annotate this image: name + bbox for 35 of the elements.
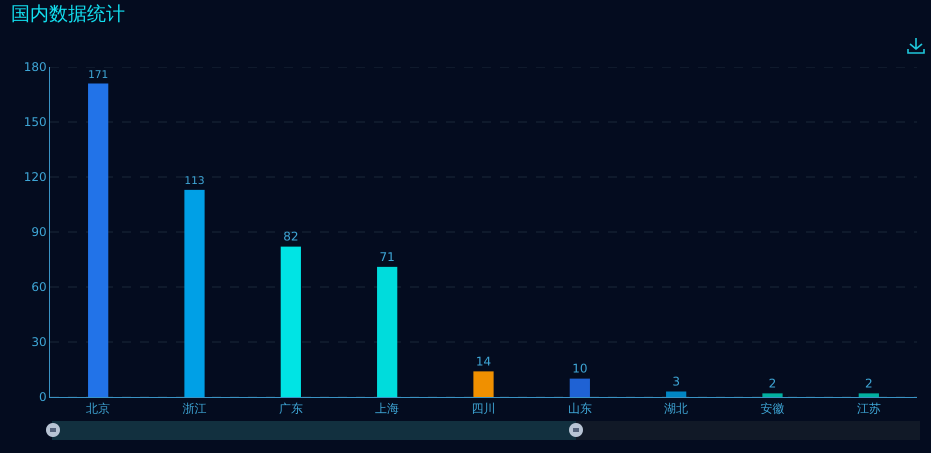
data-label: 14 xyxy=(476,354,492,368)
x-tick-label: 山东 xyxy=(568,401,592,416)
data-label: 82 xyxy=(283,230,298,244)
y-tick-label: 60 xyxy=(31,280,47,294)
data-label: 71 xyxy=(380,250,395,264)
data-label: 171 xyxy=(88,68,108,81)
x-tick-label: 湖北 xyxy=(664,401,688,416)
y-tick-label: 0 xyxy=(38,390,47,404)
bar xyxy=(666,392,686,397)
x-tick-label: 北京 xyxy=(86,401,110,416)
x-tick-label: 浙江 xyxy=(182,401,206,416)
data-label: 10 xyxy=(572,362,588,376)
data-label: 2 xyxy=(865,376,873,390)
bar xyxy=(858,393,879,397)
x-tick-label: 江苏 xyxy=(856,401,881,416)
y-tick-label: 120 xyxy=(24,170,47,184)
x-tick-label: 安徽 xyxy=(760,401,784,416)
data-label: 3 xyxy=(672,374,680,388)
data-label: 113 xyxy=(184,175,205,188)
bar xyxy=(377,266,398,397)
data-label: 2 xyxy=(768,376,776,390)
bar xyxy=(570,378,590,397)
y-tick-label: 90 xyxy=(31,225,47,240)
chart-title: 国内数据统计 xyxy=(11,3,126,26)
bar xyxy=(184,190,205,397)
bar xyxy=(88,84,108,397)
x-tick-label: 上海 xyxy=(375,401,400,416)
bar xyxy=(762,393,783,397)
x-tick-label: 四川 xyxy=(472,401,496,416)
y-tick-label: 150 xyxy=(24,115,47,130)
x-tick-label: 广东 xyxy=(278,401,303,416)
y-tick-label: 180 xyxy=(24,60,47,74)
bar xyxy=(280,246,301,397)
y-tick-label: 30 xyxy=(31,335,47,350)
bar xyxy=(473,371,494,397)
